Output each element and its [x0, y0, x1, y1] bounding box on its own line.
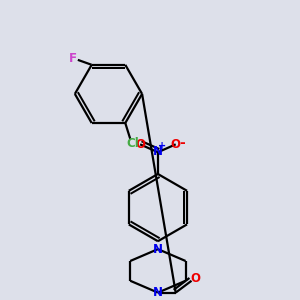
Text: F: F	[69, 52, 77, 65]
Text: N: N	[153, 243, 163, 256]
Text: N: N	[153, 145, 163, 158]
Text: -: -	[180, 136, 185, 150]
Text: +: +	[158, 141, 166, 151]
Text: O: O	[135, 138, 145, 151]
Text: Cl: Cl	[127, 137, 140, 150]
Text: O: O	[190, 272, 200, 285]
Text: O: O	[171, 138, 181, 151]
Text: N: N	[153, 286, 163, 299]
